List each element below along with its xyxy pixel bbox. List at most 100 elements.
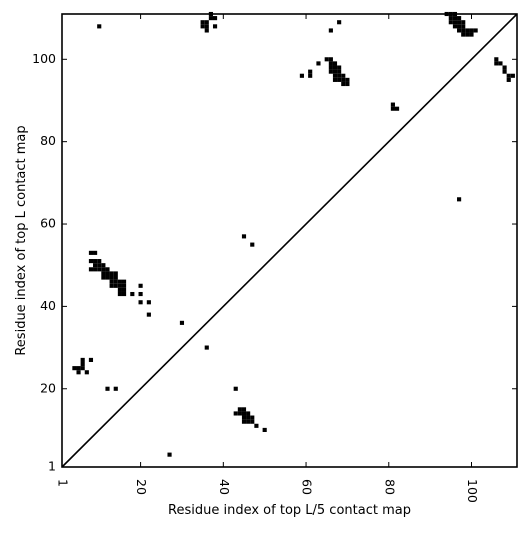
contact-point — [138, 283, 143, 288]
contact-point — [113, 283, 118, 288]
contact-point — [101, 271, 106, 276]
contact-point — [204, 28, 209, 33]
contact-point — [506, 73, 511, 78]
y-tick-label: 1 — [48, 459, 56, 474]
contact-point — [494, 61, 499, 66]
contact-point — [105, 267, 110, 272]
contact-point — [179, 320, 185, 325]
contact-point — [345, 81, 350, 87]
contact-point — [146, 312, 151, 317]
diagonal-line — [61, 13, 518, 468]
contact-point — [390, 106, 395, 111]
contact-point — [121, 283, 127, 288]
contact-point — [498, 61, 503, 66]
y-tick-label: 20 — [40, 380, 56, 395]
contact-point — [448, 20, 453, 25]
contact-point — [97, 263, 102, 268]
contact-point — [93, 259, 98, 264]
contact-point — [332, 77, 338, 82]
contact-point — [93, 263, 98, 268]
contact-point — [241, 234, 247, 239]
contact-point — [109, 279, 114, 284]
contact-point — [76, 366, 81, 371]
x-tick-label: 100 — [465, 479, 480, 503]
contact-point — [113, 271, 118, 276]
contact-point — [208, 16, 213, 21]
contact-point — [337, 69, 342, 74]
contact-point — [88, 250, 94, 255]
contact-point — [457, 20, 462, 25]
contact-point — [72, 366, 77, 371]
contact-point — [200, 20, 205, 25]
contact-point — [130, 291, 135, 297]
contact-point — [461, 32, 466, 37]
contact-point — [113, 279, 118, 284]
contact-point — [469, 28, 474, 33]
contact-point — [452, 16, 458, 21]
contact-point — [241, 419, 247, 424]
contact-point — [461, 20, 466, 25]
contact-point — [465, 32, 470, 37]
contact-point — [469, 32, 474, 37]
contact-point — [121, 291, 127, 297]
contact-point — [113, 275, 118, 280]
contact-point — [457, 197, 462, 202]
contact-point — [76, 370, 81, 375]
contact-point — [461, 28, 466, 33]
contact-point — [97, 259, 102, 264]
contact-point — [101, 267, 106, 272]
contact-point — [233, 411, 238, 416]
contact-point — [250, 242, 255, 247]
contact-point — [109, 271, 114, 276]
contact-point — [473, 28, 478, 33]
contact-point — [246, 419, 251, 424]
contact-point — [502, 69, 507, 74]
contact-point — [97, 24, 102, 29]
contact-point — [337, 77, 342, 82]
contact-point — [109, 275, 114, 280]
contact-point — [250, 419, 255, 424]
x-tick-label: 60 — [300, 479, 315, 495]
contact-point — [337, 20, 342, 25]
contact-point — [452, 20, 458, 25]
contact-point — [337, 73, 342, 78]
contact-point — [88, 357, 94, 362]
x-tick-label: 40 — [217, 479, 232, 495]
contact-point — [88, 267, 94, 272]
contact-point — [105, 386, 110, 391]
contact-point — [341, 77, 346, 82]
contact-point — [394, 106, 400, 111]
contact-point — [105, 271, 110, 276]
contact-point — [117, 287, 122, 292]
x-tick-label: 1 — [56, 479, 71, 487]
plot-frame — [61, 13, 518, 468]
contact-point — [502, 65, 507, 70]
contact-point — [146, 300, 151, 305]
contact-point — [138, 300, 143, 305]
contact-point — [101, 275, 106, 280]
y-tick-label: 60 — [40, 216, 56, 231]
contact-point — [262, 427, 267, 432]
y-tick-label: 80 — [40, 133, 56, 148]
contact-point — [105, 275, 110, 280]
contact-point — [80, 361, 85, 367]
contact-point — [328, 57, 333, 62]
contact-point — [308, 69, 313, 74]
contact-point — [345, 77, 350, 82]
contact-point — [204, 345, 209, 350]
contact-point — [237, 411, 242, 416]
contact-point — [328, 61, 333, 66]
x-tick-label: 80 — [382, 479, 397, 495]
contact-point — [93, 250, 98, 255]
contact-point — [332, 73, 338, 78]
x-tick-label: 20 — [134, 479, 149, 495]
contact-point — [212, 24, 218, 29]
contact-point — [332, 65, 338, 70]
contact-point — [109, 283, 114, 288]
contact-point — [167, 452, 172, 457]
contact-point — [204, 24, 209, 29]
contact-point — [80, 366, 85, 371]
contact-point — [510, 73, 515, 78]
